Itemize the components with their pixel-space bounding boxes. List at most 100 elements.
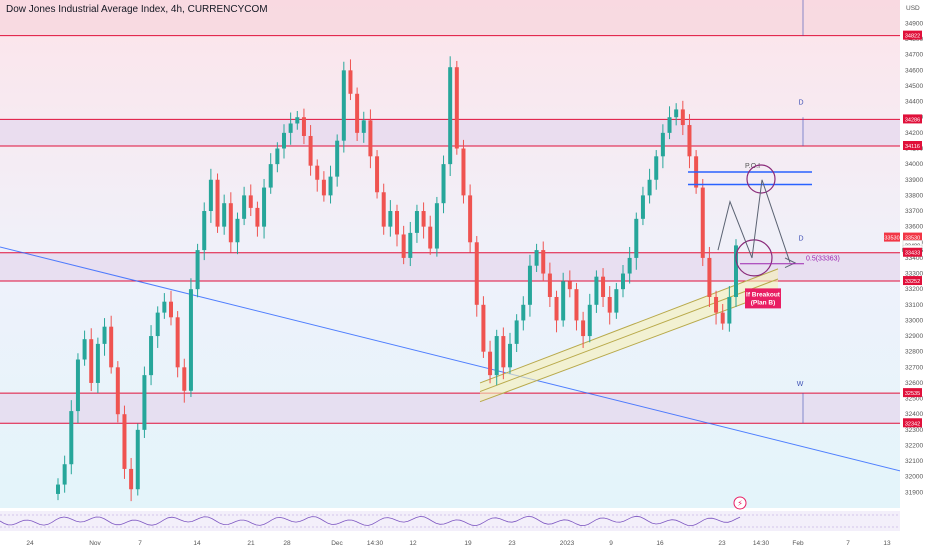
candle-body: [328, 176, 333, 196]
candle-body: [95, 343, 100, 383]
y-tick-label: 32000: [905, 474, 923, 481]
x-tick-label: Feb: [792, 540, 804, 547]
candle-body: [228, 203, 233, 243]
price-badge-label-3: 33530: [905, 236, 920, 242]
currency-label: USD: [906, 5, 920, 12]
candle-body: [129, 468, 134, 490]
candle-body: [82, 339, 87, 360]
candle-body: [720, 312, 725, 324]
candle-body: [700, 187, 705, 258]
candle-body: [242, 195, 247, 219]
candle-body: [315, 165, 320, 180]
candle-body: [288, 123, 293, 133]
candle-body: [222, 203, 227, 227]
breakout-note-box: [745, 288, 781, 309]
y-tick-label: 32700: [905, 364, 923, 371]
price-badge-7: [903, 276, 922, 286]
price-badge-label-9: 32342: [905, 421, 920, 427]
x-tick-label: 13: [883, 540, 891, 547]
x-tick-label: 24: [26, 540, 34, 547]
candle-body: [321, 179, 326, 196]
candle-body: [707, 257, 712, 297]
price-badge-6: [903, 247, 922, 257]
y-tick-label: 32500: [905, 396, 923, 403]
candle-body: [527, 265, 532, 305]
candle-body: [640, 195, 645, 219]
price-badge-9: [903, 418, 922, 428]
y-tick-label: 32900: [905, 333, 923, 340]
candle-body: [574, 289, 579, 321]
candle-body: [554, 296, 559, 321]
y-tick-label: 34500: [905, 83, 923, 90]
candle-body: [355, 93, 360, 133]
chart-title: Dow Jones Industrial Average Index, 4h, …: [6, 4, 268, 15]
x-tick-label: 19: [464, 540, 472, 547]
candle-body: [195, 250, 200, 290]
candle-body: [647, 179, 652, 196]
poi-circle: [746, 164, 776, 194]
diagonal-trendline: [0, 246, 931, 479]
candle-body: [448, 67, 453, 165]
y-tick-label: 33300: [905, 271, 923, 278]
wave-label-1: D: [798, 236, 803, 243]
candle-body: [680, 109, 685, 126]
candle-body: [175, 317, 180, 368]
y-tick-label: 34000: [905, 161, 923, 168]
candle-body: [561, 281, 566, 321]
rsi-line: [0, 515, 741, 527]
candle-body: [235, 218, 240, 243]
price-badge-1: [903, 114, 922, 124]
candle-body: [428, 226, 433, 249]
candle-body: [674, 109, 679, 118]
candle-body: [541, 250, 546, 274]
y-tick-label: 34600: [905, 67, 923, 74]
candle-body: [69, 411, 74, 465]
y-tick-label: 31900: [905, 489, 923, 496]
candle-body: [381, 192, 386, 227]
candle-body: [169, 301, 173, 318]
y-tick-label: 33200: [905, 286, 923, 293]
y-tick-label: 32600: [905, 380, 923, 387]
candle-body: [149, 336, 154, 376]
price-badge-label-1: 34286: [905, 117, 920, 123]
candle-body: [468, 195, 473, 243]
y-tick-label: 32400: [905, 411, 923, 418]
candle-body: [348, 70, 353, 94]
candle-body: [567, 281, 572, 290]
candle-body: [282, 132, 286, 149]
candle-body: [75, 359, 80, 412]
candle-body: [734, 245, 738, 297]
candle-body: [607, 296, 612, 313]
candle-body: [474, 242, 479, 305]
x-tick-label: 14:30: [367, 540, 384, 547]
price-badge-label-0: 34822: [905, 34, 920, 40]
poi-label: P.O.I: [745, 163, 760, 170]
candle-body: [441, 164, 446, 204]
price-badge-label-8: 32535: [905, 391, 920, 397]
fib-label: 0.5(33363): [806, 255, 840, 262]
y-tick-label: 34900: [905, 20, 923, 27]
candle-body: [202, 211, 207, 251]
x-tick-label: 23: [508, 540, 516, 547]
candle-body: [268, 164, 273, 188]
candle-body: [62, 464, 67, 485]
y-tick-label: 33000: [905, 317, 923, 324]
y-tick-label: 33800: [905, 192, 923, 199]
candle-body: [594, 276, 599, 305]
candle-body: [587, 304, 592, 337]
price-badge-label-6: 33433: [905, 251, 920, 257]
x-tick-label: 14: [193, 540, 201, 547]
y-tick-label: 33400: [905, 255, 923, 262]
zone-band-2: [0, 252, 900, 282]
y-tick-label: 32800: [905, 349, 923, 356]
candle-body: [501, 336, 506, 368]
candle-body: [301, 117, 306, 136]
candle-body: [667, 117, 672, 133]
candle-body: [421, 211, 426, 227]
rsi-pane: [0, 511, 900, 531]
candle-body: [109, 326, 114, 368]
channel-line-2: [479, 268, 779, 384]
price-badge-0: [903, 30, 922, 40]
y-tick-label: 33600: [905, 224, 923, 231]
